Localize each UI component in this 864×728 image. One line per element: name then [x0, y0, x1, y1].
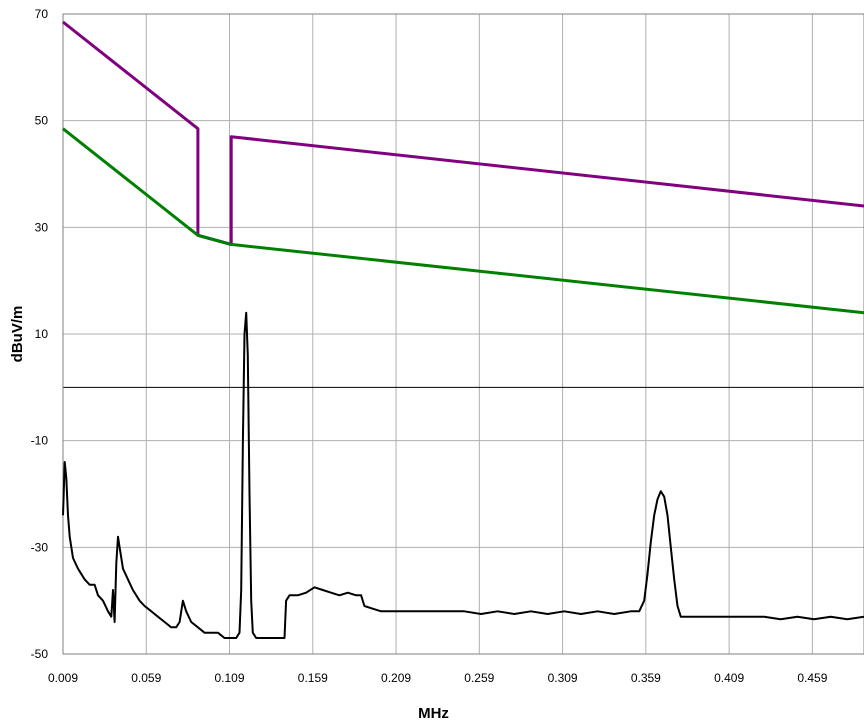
x-tick-label: 0.309	[548, 671, 578, 685]
x-tick-label: 0.409	[714, 671, 744, 685]
x-tick-label: 0.459	[797, 671, 827, 685]
plot-frame	[62, 13, 864, 655]
y-tick-label: -50	[31, 647, 49, 661]
series-line-4	[62, 311, 864, 639]
y-tick-label: 30	[35, 220, 49, 234]
x-tick-label: 0.359	[631, 671, 661, 685]
x-tick-label: 0.209	[381, 671, 411, 685]
grid-lines	[62, 13, 864, 655]
y-tick-label: -10	[31, 434, 49, 448]
y-tick-label: 10	[35, 327, 49, 341]
series-line-3	[62, 127, 864, 315]
y-tick-label: 50	[35, 114, 49, 128]
y-tick-label: 70	[35, 7, 49, 21]
x-tick-label: 0.009	[48, 671, 78, 685]
x-tick-label: 0.159	[298, 671, 328, 685]
x-axis-title: MHz	[418, 705, 449, 722]
y-tick-label: -30	[31, 540, 49, 554]
y-tick-labels: 70 50 30 10 -10 -30 -50	[31, 7, 49, 661]
series-layer	[62, 20, 864, 639]
series-line-1	[62, 20, 864, 246]
x-tick-label: 0.059	[131, 671, 161, 685]
y-axis-title: dBuV/m	[9, 306, 26, 363]
x-tick-label: 0.109	[215, 671, 245, 685]
x-tick-label: 0.259	[464, 671, 494, 685]
x-tick-labels: 0.009 0.059 0.109 0.159 0.209 0.259 0.309 0.359…	[48, 671, 828, 685]
